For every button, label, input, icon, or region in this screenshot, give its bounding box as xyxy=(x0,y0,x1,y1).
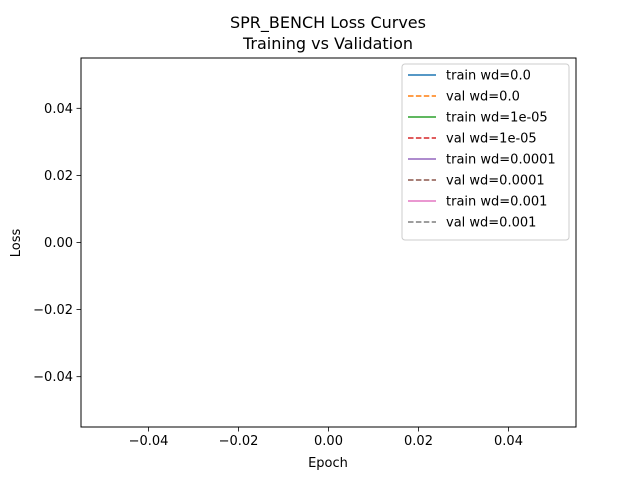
x-axis-ticks: −0.04 −0.02 0.00 0.02 0.04 xyxy=(129,427,523,449)
legend-label-4: train wd=0.0001 xyxy=(446,153,556,168)
legend-label-2: train wd=1e-05 xyxy=(446,111,548,126)
y-tick-label-4: −0.04 xyxy=(33,370,73,385)
legend-box xyxy=(401,63,570,241)
x-tick-label-3: 0.02 xyxy=(404,434,433,449)
y-tick-label-2: 0.00 xyxy=(44,236,73,251)
chart-subtitle: Training vs Validation xyxy=(242,34,413,53)
legend-label-3: val wd=1e-05 xyxy=(446,132,537,147)
x-tick-label-2: 0.00 xyxy=(314,434,343,449)
legend-label-5: val wd=0.0001 xyxy=(446,174,545,189)
y-tick-label-3: −0.02 xyxy=(33,303,73,318)
legend-label-6: train wd=0.001 xyxy=(446,195,547,210)
legend: train wd=0.0 val wd=0.0 train wd=1e-05 val … xyxy=(401,63,570,241)
y-axis-ticks: 0.04 0.02 0.00 −0.02 −0.04 xyxy=(33,102,81,385)
x-tick-label-0: −0.04 xyxy=(129,434,169,449)
chart-title: SPR_BENCH Loss Curves xyxy=(230,13,426,33)
y-axis-label: Loss xyxy=(9,229,24,258)
legend-label-0: train wd=0.0 xyxy=(446,69,531,84)
x-tick-label-1: −0.02 xyxy=(219,434,259,449)
x-axis-label: Epoch xyxy=(308,456,348,471)
y-tick-label-0: 0.04 xyxy=(44,102,73,117)
legend-label-7: val wd=0.001 xyxy=(446,216,536,231)
y-tick-label-1: 0.02 xyxy=(44,169,73,184)
legend-label-1: val wd=0.0 xyxy=(446,90,520,105)
x-tick-label-4: 0.04 xyxy=(494,434,523,449)
